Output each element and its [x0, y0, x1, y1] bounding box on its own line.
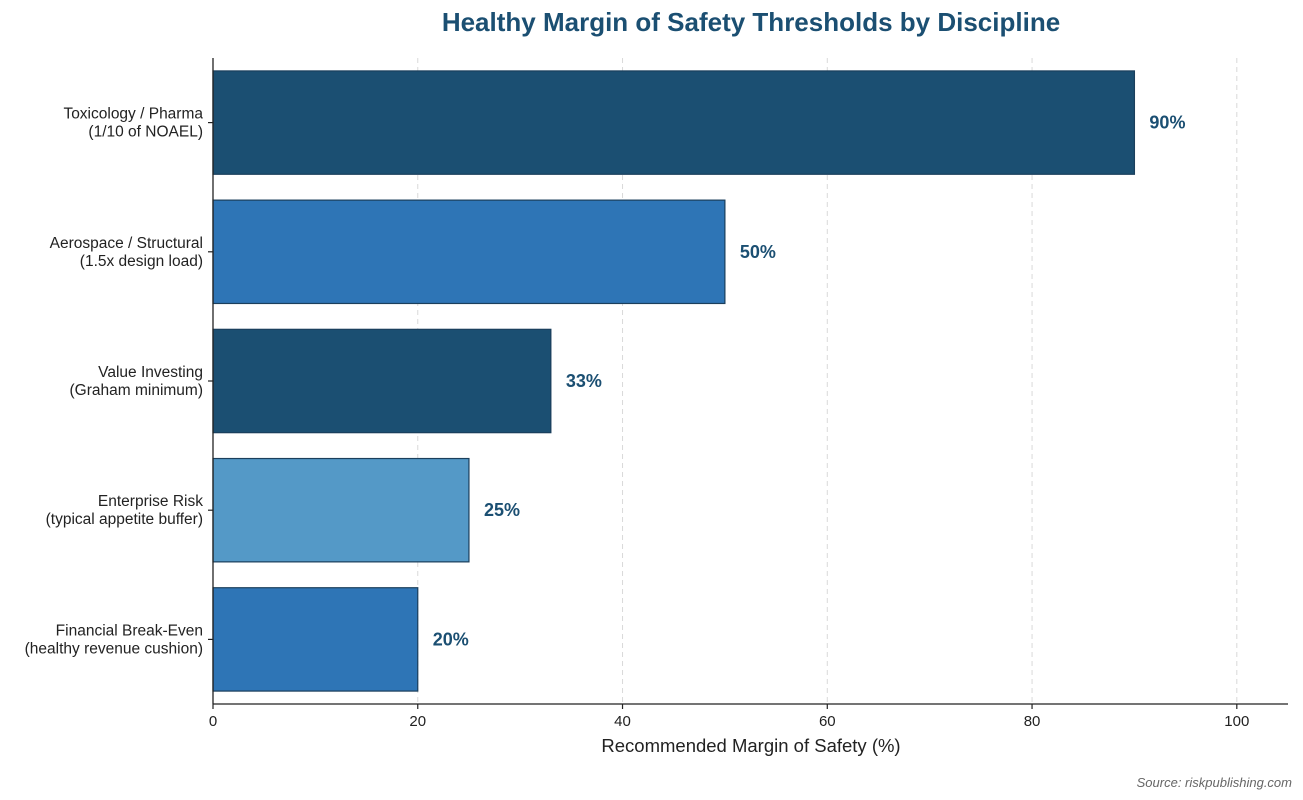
labels: 0 20 40 60 80 100 90% Toxicology / Pharma (1/10 … — [25, 106, 1250, 730]
category-label: Enterprise Risk (typical appetite buffer) — [46, 493, 204, 528]
x-tick-label: 100 — [1224, 713, 1249, 730]
x-tick-label: 40 — [614, 713, 631, 730]
bar-value-label: 50% — [740, 242, 776, 262]
bar — [212, 199, 726, 305]
bar-value-label: 20% — [433, 629, 469, 649]
x-tick-label: 80 — [1024, 713, 1041, 730]
x-tick-label: 0 — [209, 713, 217, 730]
bar — [212, 70, 1136, 175]
x-tick-label: 60 — [819, 713, 836, 730]
bar — [212, 328, 552, 434]
bars — [212, 70, 1136, 692]
bar-value-label: 33% — [566, 371, 602, 391]
bar — [212, 587, 419, 692]
x-tick-label: 20 — [409, 713, 426, 730]
bar-value-label: 25% — [484, 500, 520, 520]
category-label: Value Investing (Graham minimum) — [70, 364, 203, 399]
bar — [212, 457, 470, 563]
category-label: Aerospace / Structural (1.5x design load) — [50, 235, 203, 270]
bar-value-label: 90% — [1149, 113, 1185, 133]
category-label: Financial Break-Even (healthy revenue cus… — [25, 622, 203, 657]
source-note: Source: riskpublishing.com — [1137, 775, 1293, 790]
chart-title: Healthy Margin of Safety Thresholds by D… — [442, 7, 1060, 37]
x-axis-label: Recommended Margin of Safety (%) — [601, 735, 900, 756]
category-label: Toxicology / Pharma (1/10 of NOAEL) — [63, 106, 203, 141]
